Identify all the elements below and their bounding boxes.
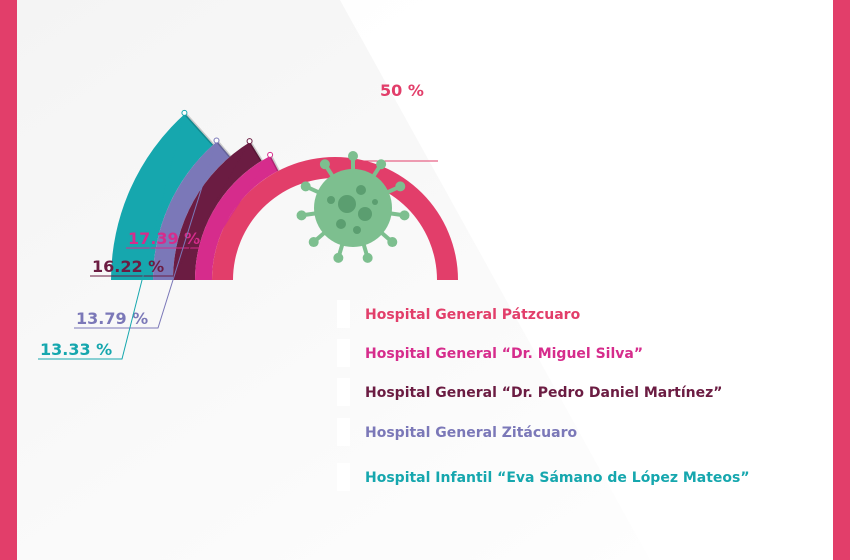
hospital-label: Hospital Infantil “Eva Sámano de López M…	[365, 470, 750, 486]
pointer-line	[347, 160, 438, 173]
virus-spot	[336, 219, 346, 229]
hospital-row-5: Hospital Infantil “Eva Sámano de López M…	[337, 463, 750, 491]
virus-spike-tip	[348, 151, 358, 161]
label-tab	[337, 418, 350, 446]
label-tab	[337, 463, 350, 491]
hospital-labels: Hospital General Pátzcuaro Hospital Gener…	[337, 300, 750, 491]
virus-spike-tip	[296, 210, 307, 221]
virus-icon	[296, 151, 410, 263]
radial-bar-4	[153, 140, 232, 280]
value-pointers: 50 % 17.39 % 16.22 % 13.79 % 13.33 %	[38, 81, 438, 360]
frame-right	[833, 0, 850, 560]
pointer-dot	[181, 109, 188, 116]
hospital-row-1: Hospital General Pátzcuaro	[337, 300, 581, 328]
hospital-row-3: Hospital General “Dr. Pedro Daniel Martí…	[337, 378, 722, 406]
radial-bar-3	[173, 141, 263, 280]
value-label: 13.33 %	[40, 340, 112, 359]
radial-bar-5	[111, 112, 215, 280]
value-pointer-2: 17.39 %	[126, 151, 274, 249]
hospital-label: Hospital General Pátzcuaro	[365, 307, 581, 323]
radial-bar-edge	[216, 140, 232, 158]
radial-bar-shape	[153, 141, 231, 280]
value-label: 13.79 %	[76, 309, 148, 328]
hospital-label: Hospital General “Dr. Miguel Silva”	[365, 346, 643, 362]
pointer-line	[38, 112, 185, 360]
pointer-line	[126, 154, 271, 249]
virus-spot	[353, 226, 361, 234]
value-pointer-4: 13.79 %	[74, 137, 220, 329]
virus-spot	[338, 195, 356, 213]
virus-spike-tip	[300, 181, 311, 192]
virus-spot	[356, 185, 366, 195]
virus-spike-tip	[308, 237, 319, 248]
virus-spot	[327, 196, 335, 204]
label-tab	[337, 378, 350, 406]
value-label: 50 %	[380, 81, 424, 100]
virus-spike-tip	[399, 210, 410, 221]
radial-bar-2	[195, 155, 280, 280]
virus-spot	[358, 207, 372, 221]
radial-bar-shape	[111, 113, 214, 280]
label-tab	[337, 300, 350, 328]
radial-bar-edge	[183, 112, 215, 146]
label-tab	[337, 339, 350, 367]
virus-spike-tip	[362, 252, 373, 263]
virus-spike-tip	[333, 252, 344, 263]
pointer-dot	[267, 151, 274, 158]
radial-bar-shape	[195, 155, 279, 280]
virus-spike-tip	[395, 181, 406, 192]
frame-left	[0, 0, 17, 560]
pointer-line	[74, 140, 217, 329]
background-diagonal	[340, 0, 835, 560]
value-pointer-5: 13.33 %	[38, 109, 188, 360]
hospital-label: Hospital General “Dr. Pedro Daniel Martí…	[365, 385, 722, 401]
radial-bar-edge	[248, 141, 263, 162]
value-label: 16.22 %	[92, 257, 164, 276]
value-label: 17.39 %	[128, 229, 200, 248]
pointer-dot	[246, 138, 253, 145]
radial-bar-edge	[269, 155, 280, 172]
hospital-row-4: Hospital General Zitácuaro	[337, 418, 577, 446]
virus-spike-tip	[319, 159, 330, 170]
hospital-row-2: Hospital General “Dr. Miguel Silva”	[337, 339, 643, 367]
hospital-label: Hospital General Zitácuaro	[365, 425, 577, 441]
virus-spike-tip	[376, 159, 387, 170]
radial-bar-shape	[173, 142, 262, 280]
virus-spike-tip	[387, 237, 398, 248]
pointer-dot	[213, 137, 220, 144]
virus-spot	[372, 199, 378, 205]
